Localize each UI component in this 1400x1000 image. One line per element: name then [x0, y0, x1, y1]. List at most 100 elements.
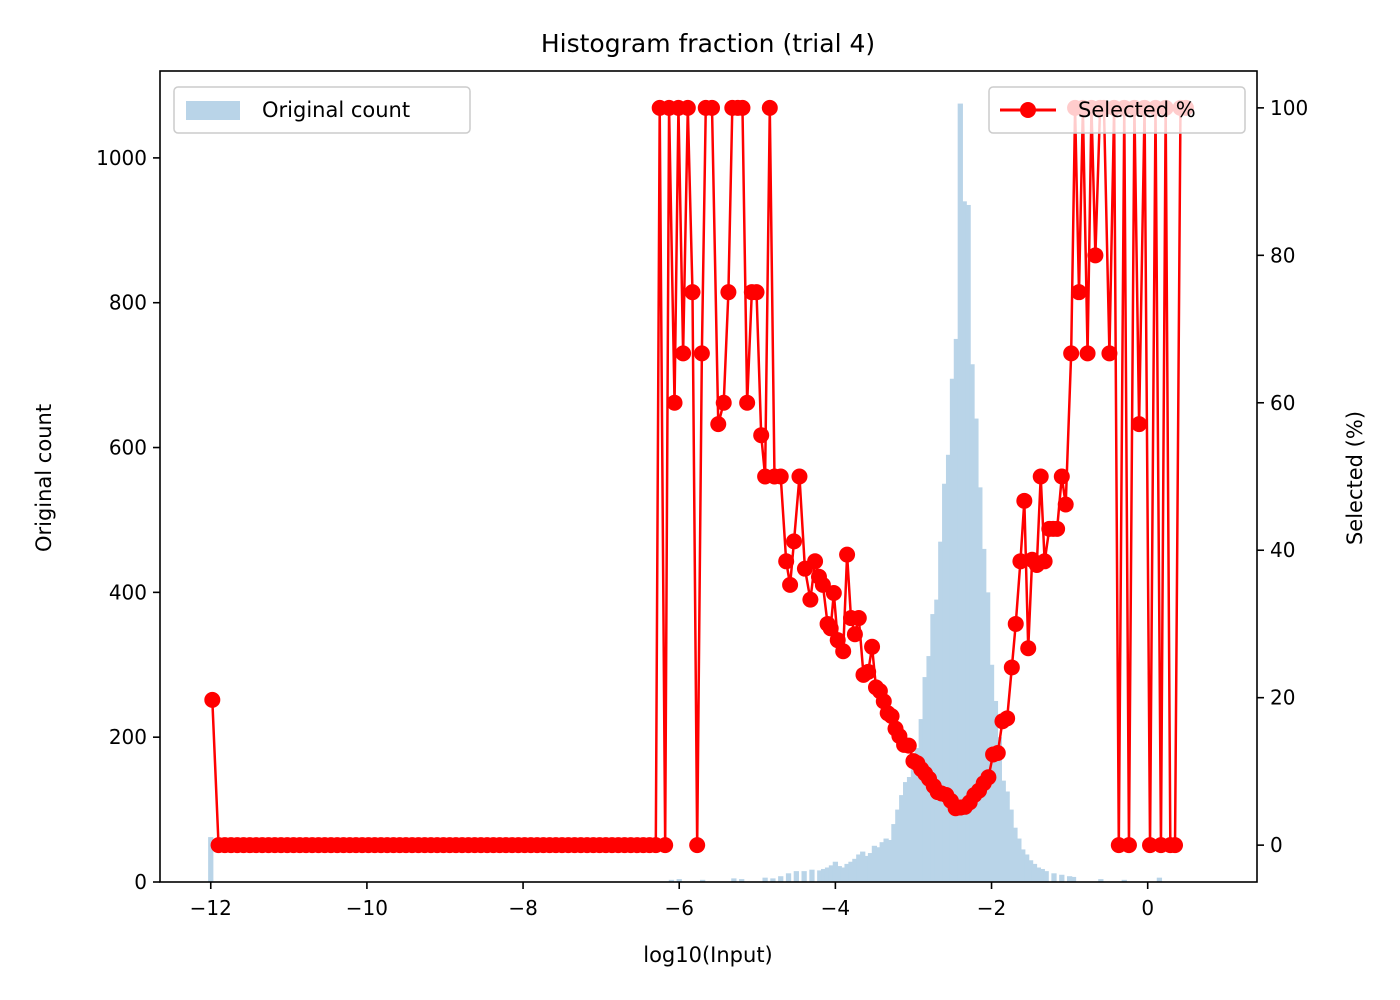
histogram-bar — [762, 877, 768, 882]
histogram-bar — [1121, 879, 1127, 882]
histogram-bar — [1156, 877, 1163, 882]
y-axis-label-right: Selected (%) — [1343, 411, 1367, 545]
data-point — [704, 99, 721, 116]
histogram-bar — [899, 795, 905, 882]
data-point — [835, 643, 852, 660]
data-point — [782, 576, 799, 593]
legend-original-count: Original count — [173, 86, 471, 134]
data-point — [1012, 553, 1029, 570]
histogram-bar — [1066, 876, 1073, 882]
histogram-bar — [887, 840, 893, 882]
histogram-bar — [700, 879, 706, 882]
histogram-bar — [875, 847, 881, 882]
histogram-bar — [1020, 849, 1026, 882]
histogram-bar — [957, 103, 963, 882]
histogram-bar — [785, 873, 792, 882]
histogram-bar — [871, 845, 878, 882]
data-point — [693, 345, 710, 362]
histogram-bar — [208, 837, 214, 882]
data-point — [1053, 468, 1070, 485]
data-point — [689, 837, 706, 854]
histogram-bar — [848, 861, 854, 882]
histogram-bar — [821, 868, 827, 882]
histogram-bar — [1024, 854, 1030, 882]
y-left-tick-label: 800 — [109, 291, 147, 315]
data-point — [715, 394, 732, 411]
legend-selected: Selected % — [988, 86, 1246, 134]
data-point — [883, 708, 900, 725]
data-point — [1120, 837, 1137, 854]
histogram-bar — [883, 838, 889, 882]
data-point — [1003, 659, 1020, 676]
plot-frame — [159, 70, 1258, 883]
data-point — [1049, 520, 1066, 537]
data-point — [666, 394, 683, 411]
y-left-tick-label: 0 — [134, 870, 147, 894]
data-point — [1142, 837, 1159, 854]
histogram-bar — [860, 851, 866, 882]
histogram-bar — [778, 876, 784, 882]
x-tick-label: −6 — [664, 896, 693, 920]
data-point — [675, 345, 692, 362]
histogram-bar — [903, 782, 909, 882]
data-point — [802, 591, 819, 608]
histogram-bar — [676, 879, 682, 882]
legend-box — [173, 86, 471, 134]
histogram-bar — [1051, 873, 1057, 882]
data-point — [1079, 345, 1096, 362]
data-point — [839, 546, 856, 563]
data-point — [1057, 496, 1074, 513]
histogram-bar — [1000, 780, 1006, 883]
histogram-bar — [863, 855, 870, 882]
data-point — [761, 99, 778, 116]
data-point — [786, 533, 802, 550]
histogram-bar — [1035, 867, 1042, 882]
y-right-tick-label: 60 — [1270, 391, 1295, 415]
data-point — [739, 394, 756, 411]
data-point — [1101, 345, 1118, 362]
histogram-bar — [930, 614, 936, 882]
y-right-tick-label: 20 — [1270, 686, 1295, 710]
data-point — [1032, 468, 1049, 485]
data-point — [860, 663, 877, 680]
data-point — [791, 468, 808, 485]
data-point — [1131, 416, 1148, 433]
data-point — [1007, 615, 1024, 632]
histogram-bar — [1027, 860, 1034, 882]
y-axis-label-left: Original count — [32, 404, 56, 552]
histogram-bar — [891, 824, 897, 882]
data-point — [846, 626, 863, 643]
histogram-bar — [1031, 863, 1038, 882]
data-point — [980, 769, 997, 786]
histogram-bar — [824, 867, 831, 882]
data-point — [684, 284, 701, 301]
data-point — [989, 744, 1006, 761]
data-point — [814, 576, 831, 593]
data-point — [1020, 640, 1037, 657]
histogram-bar — [1016, 838, 1022, 882]
data-point — [1087, 247, 1104, 264]
chart-title: Histogram fraction (trial 4) — [541, 29, 875, 58]
y-left-tick-label: 200 — [109, 725, 147, 749]
histogram-bar — [996, 737, 1002, 882]
data-point — [999, 710, 1016, 727]
histogram-bar — [910, 758, 917, 882]
histogram-bar — [1070, 876, 1077, 882]
histogram-bar — [1012, 827, 1018, 882]
histogram-bar — [668, 879, 675, 882]
x-tick-label: −12 — [190, 896, 232, 920]
x-axis-label: log10(Input) — [643, 943, 773, 967]
data-point — [772, 468, 789, 485]
histogram-bar — [942, 483, 948, 882]
data-point — [850, 610, 867, 627]
data-point — [657, 837, 674, 854]
data-point — [807, 553, 824, 570]
data-point — [734, 99, 751, 116]
data-point — [1036, 553, 1053, 570]
histogram-bar — [832, 861, 839, 882]
histogram-bar — [906, 777, 913, 882]
data-point — [1070, 284, 1087, 301]
histogram-bar — [918, 719, 924, 882]
histogram-bar — [973, 418, 979, 882]
